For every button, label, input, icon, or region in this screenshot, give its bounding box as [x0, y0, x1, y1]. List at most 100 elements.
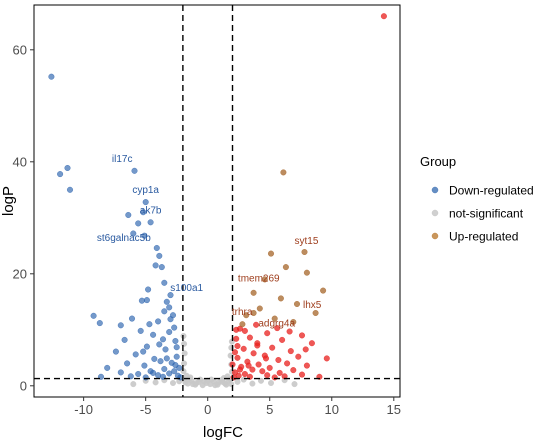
down-regulated-point	[157, 358, 164, 365]
up-regulated-point	[264, 372, 271, 379]
up-regulated-point	[280, 169, 287, 176]
up-regulated-point	[302, 346, 309, 353]
y-axis-ticks: 0 20 40 60	[13, 42, 34, 393]
up-regulated-point	[294, 301, 301, 308]
down-regulated-point	[130, 230, 137, 237]
down-regulated-point	[127, 373, 134, 380]
legend: Group Down-regulated not-significant Up-re…	[420, 154, 534, 244]
down-regulated-point	[143, 343, 150, 350]
up-regulated-point	[268, 250, 275, 257]
down-regulated-point	[147, 219, 154, 226]
up-regulated-point	[239, 321, 246, 328]
down-regulated-point	[172, 338, 179, 345]
legend-key-not-significant	[431, 209, 439, 217]
up-regulated-point	[231, 349, 238, 356]
up-regulated-point	[303, 362, 310, 369]
up-regulated-point	[256, 305, 263, 312]
up-regulated-point	[303, 269, 310, 276]
not-significant-point	[215, 379, 222, 386]
up-regulated-point	[255, 361, 262, 368]
up-regulated-point	[271, 315, 278, 322]
gene-annotations: il17c cyp1a ak7b st6galnac5b s100a1 syt15 tmem…	[97, 154, 322, 330]
down-regulated-point	[140, 348, 147, 355]
up-regulated-point	[308, 340, 315, 347]
up-regulated-point	[254, 342, 261, 349]
up-regulated-point	[271, 374, 278, 381]
up-regulated-point	[236, 366, 243, 373]
not-significant-point	[258, 377, 265, 384]
plot-panel	[33, 4, 401, 398]
down-regulated-point	[161, 279, 168, 286]
up-regulated-point	[241, 327, 248, 334]
x-axis-title: logFC	[203, 424, 243, 441]
up-regulated-point	[290, 367, 297, 374]
up-regulated-point	[263, 355, 270, 362]
down-regulated-point	[132, 351, 139, 358]
y-tick-label: 0	[20, 378, 27, 393]
down-regulated-point	[142, 374, 149, 381]
up-regulated-point	[286, 328, 293, 335]
down-regulated-point	[140, 209, 147, 216]
down-regulated-point	[166, 329, 173, 336]
up-regulated-point	[243, 312, 250, 319]
up-regulated-point	[250, 310, 257, 317]
up-regulated-point	[264, 330, 271, 337]
down-regulated-point	[156, 341, 163, 348]
down-regulated-point	[125, 211, 132, 218]
legend-key-down-regulated	[431, 186, 439, 194]
up-regulated-point	[287, 348, 294, 355]
down-regulated-point	[169, 312, 176, 319]
gene-label-trhra: trhra	[232, 307, 253, 318]
down-regulated-point	[117, 322, 124, 329]
down-regulated-point	[143, 297, 150, 304]
up-regulated-point	[269, 344, 276, 351]
down-regulated-point	[128, 315, 135, 322]
down-regulated-point	[131, 167, 138, 174]
down-regulated-point	[173, 353, 180, 360]
down-regulated-point	[104, 364, 111, 371]
x-tick-label: 10	[325, 402, 339, 417]
down-regulated-point	[66, 186, 73, 193]
down-regulated-point	[138, 297, 145, 304]
up-regulated-point	[259, 368, 266, 375]
not-significant-point	[181, 340, 188, 347]
down-regulated-point	[173, 344, 180, 351]
down-regulated-point	[161, 308, 168, 315]
y-tick-label: 40	[13, 154, 27, 169]
up-regulated-point	[250, 350, 257, 357]
legend-key-up-regulated	[431, 232, 439, 240]
not-significant-point	[169, 380, 176, 387]
down-regulated-point	[172, 362, 179, 369]
up-regulated-point	[240, 345, 247, 352]
up-regulated-point	[233, 326, 240, 333]
not-significant-point	[152, 379, 159, 386]
up-regulated-point	[276, 369, 283, 376]
down-regulated-point	[135, 220, 142, 227]
not-significant-point	[200, 378, 207, 385]
not-significant-point	[291, 381, 298, 388]
up-regulated-point	[234, 354, 241, 361]
gene-label-st6galnac5b: st6galnac5b	[97, 233, 151, 244]
x-axis-ticks: -10 -5 0 5 10 15	[74, 397, 401, 417]
down-regulated-point	[96, 320, 103, 327]
not-significant-point	[130, 381, 137, 388]
x-tick-label: -5	[140, 402, 152, 417]
up-regulated-point	[290, 319, 297, 326]
down-regulated-point	[48, 73, 55, 80]
not-significant-point	[268, 380, 275, 387]
up-regulated-point	[241, 371, 248, 378]
up-regulated-point	[323, 355, 330, 362]
down-regulated-point	[142, 199, 149, 206]
down-regulated-point	[155, 318, 162, 325]
x-tick-label: 15	[387, 402, 401, 417]
up-regulated-point	[250, 289, 257, 296]
down-regulated-point	[167, 292, 174, 299]
y-tick-label: 60	[13, 42, 27, 57]
gene-label-cyp1a: cyp1a	[132, 185, 159, 196]
down-regulated-point	[152, 262, 159, 269]
up-regulated-point	[233, 335, 240, 342]
points-down-regulated	[48, 73, 184, 381]
not-significant-point	[181, 350, 188, 357]
up-regulated-point	[261, 276, 268, 283]
